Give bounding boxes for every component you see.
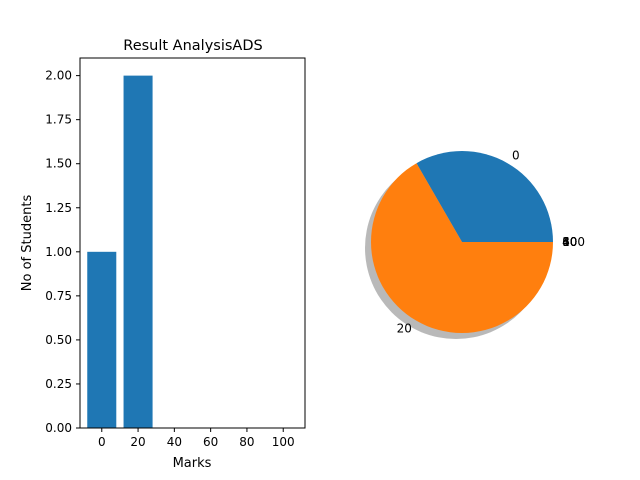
bar xyxy=(87,251,117,428)
pie-slice xyxy=(416,151,553,242)
x-tick-label: 60 xyxy=(203,435,218,449)
bar xyxy=(123,75,153,428)
pie-slices xyxy=(371,151,553,333)
pie-label: 100 xyxy=(562,235,585,249)
y-tick-label: 1.00 xyxy=(45,245,72,259)
x-tick-label: 100 xyxy=(272,435,295,449)
pie-slice xyxy=(371,163,553,333)
y-axis-ticks: 0.00 0.25 0.50 0.75 1.00 1.25 1.50 1.75 2.00 xyxy=(45,69,80,435)
y-tick-label: 0.75 xyxy=(45,289,72,303)
pie-label: 20 xyxy=(397,322,412,336)
y-axis-label: No of Students xyxy=(20,195,35,292)
bar-chart: Result AnalysisADS 0 20 40 60 80 100 0.00 0.25… xyxy=(20,38,306,471)
bar-series xyxy=(87,75,153,428)
x-tick-label: 20 xyxy=(130,435,145,449)
pie-label: 60 xyxy=(562,235,577,249)
pie-label: 40 xyxy=(562,235,577,249)
x-tick-label: 80 xyxy=(239,435,254,449)
bar-chart-frame xyxy=(79,57,306,429)
y-tick-label: 0.25 xyxy=(45,377,72,391)
bar-chart-title: Result AnalysisADS xyxy=(123,38,262,54)
x-axis-label: Marks xyxy=(173,456,212,471)
x-tick-label: 0 xyxy=(98,435,106,449)
y-tick-label: 0.50 xyxy=(45,333,72,347)
y-tick-label: 1.25 xyxy=(45,201,72,215)
pie-label: 80 xyxy=(562,235,577,249)
y-tick-label: 1.50 xyxy=(45,157,72,171)
y-tick-label: 1.75 xyxy=(45,113,72,127)
y-tick-label: 2.00 xyxy=(45,69,72,83)
pie-label: 0 xyxy=(512,148,520,162)
x-axis-ticks: 0 20 40 60 80 100 xyxy=(98,428,295,449)
y-tick-label: 0.00 xyxy=(45,421,72,435)
x-tick-label: 40 xyxy=(167,435,182,449)
